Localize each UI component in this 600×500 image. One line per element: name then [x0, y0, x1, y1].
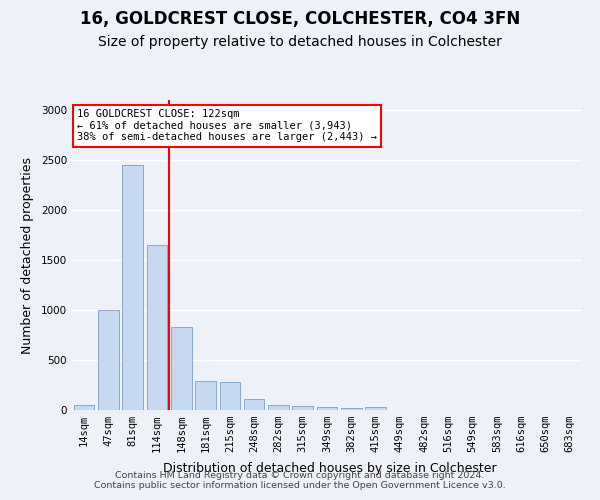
Text: 16 GOLDCREST CLOSE: 122sqm
← 61% of detached houses are smaller (3,943)
38% of s: 16 GOLDCREST CLOSE: 122sqm ← 61% of deta… — [77, 110, 377, 142]
Bar — [244, 398, 265, 410]
Text: 16, GOLDCREST CLOSE, COLCHESTER, CO4 3FN: 16, GOLDCREST CLOSE, COLCHESTER, CO4 3FN — [80, 10, 520, 28]
Bar — [195, 381, 216, 410]
Text: Size of property relative to detached houses in Colchester: Size of property relative to detached ho… — [98, 35, 502, 49]
Bar — [74, 404, 94, 410]
Bar — [146, 245, 167, 410]
Bar — [268, 405, 289, 410]
Text: Distribution of detached houses by size in Colchester: Distribution of detached houses by size … — [163, 462, 497, 475]
Bar — [98, 310, 119, 410]
Bar — [122, 165, 143, 410]
Text: Contains HM Land Registry data © Crown copyright and database right 2024.
Contai: Contains HM Land Registry data © Crown c… — [94, 470, 506, 490]
Bar — [171, 327, 191, 410]
Y-axis label: Number of detached properties: Number of detached properties — [21, 156, 34, 354]
Bar — [292, 406, 313, 410]
Bar — [220, 382, 240, 410]
Bar — [341, 408, 362, 410]
Bar — [317, 406, 337, 410]
Bar — [365, 407, 386, 410]
